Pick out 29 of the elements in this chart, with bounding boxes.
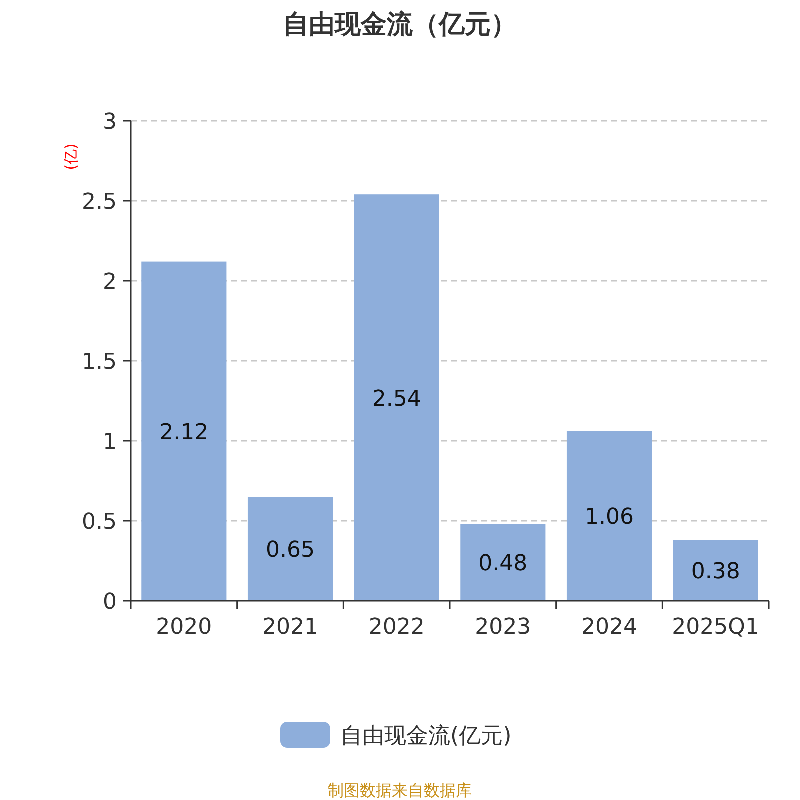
y-tick-label: 2.5 bbox=[82, 190, 117, 215]
text: 制图数据来自数据库 bbox=[328, 781, 472, 800]
x-tick-label: 2020 bbox=[156, 615, 212, 640]
x-tick-label: 2025Q1 bbox=[672, 615, 760, 640]
bar bbox=[142, 262, 227, 601]
y-tick-label: 2 bbox=[103, 270, 117, 295]
bar bbox=[354, 194, 440, 601]
y-tick-label: 3 bbox=[103, 110, 117, 135]
legend-label: 自由现金流(亿元) bbox=[340, 724, 512, 749]
bar bbox=[566, 431, 652, 601]
data-label: 2.12 bbox=[160, 420, 209, 446]
y-tick-label: 1 bbox=[103, 430, 117, 455]
chart-title: 自由现金流（亿元） bbox=[283, 10, 517, 40]
y-tick-label: 0.5 bbox=[82, 510, 117, 535]
data-label: 1.06 bbox=[585, 505, 634, 530]
data-label: 2.54 bbox=[372, 386, 422, 412]
data-label: 0.38 bbox=[691, 560, 740, 585]
bar bbox=[248, 497, 334, 601]
bar bbox=[460, 524, 546, 601]
bar bbox=[673, 540, 758, 601]
data-label: 0.65 bbox=[266, 538, 315, 563]
x-tick-label: 2024 bbox=[582, 615, 638, 640]
x-tick-label: 2021 bbox=[262, 615, 318, 640]
y-tick-label: 1.5 bbox=[82, 350, 117, 375]
y-tick-label: 0 bbox=[103, 590, 117, 615]
x-tick-label: 2023 bbox=[475, 615, 532, 640]
data-label: 0.48 bbox=[478, 552, 528, 577]
x-tick-label: 2022 bbox=[368, 615, 425, 640]
y-axis-title: (亿) bbox=[62, 144, 80, 170]
